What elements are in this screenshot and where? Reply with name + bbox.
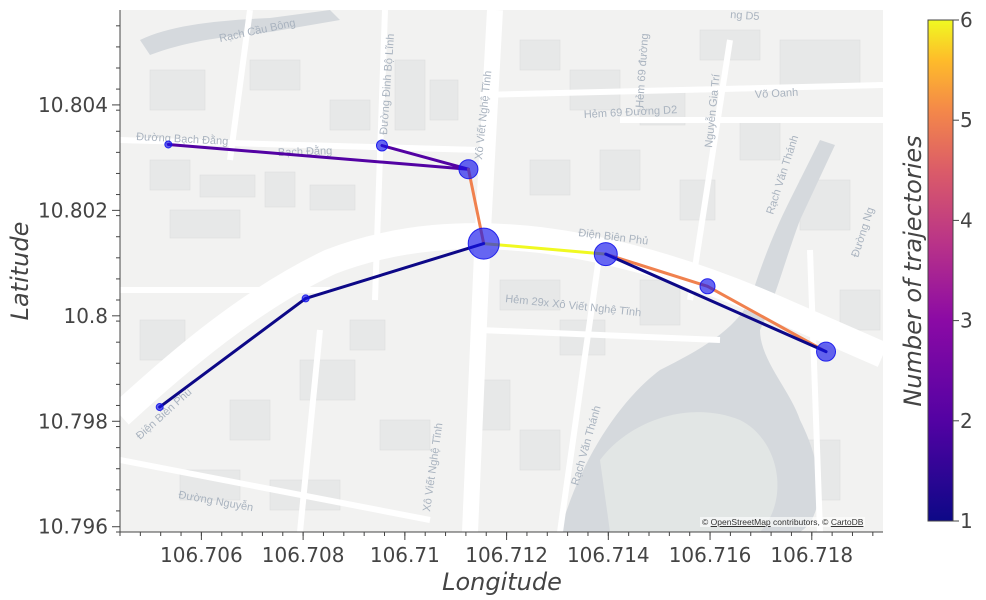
colorbar: [927, 19, 954, 522]
colorbar-tick-label: 5: [960, 108, 973, 132]
trajectory-node[interactable]: [155, 403, 164, 412]
y-tick-label: 10.796: [38, 515, 108, 539]
trajectory-edge: [604, 252, 828, 354]
colorbar-tick-label: 1: [960, 509, 973, 533]
trajectory-node[interactable]: [458, 159, 479, 180]
y-axis-ticks: 10.796 10.798 10.8 10.802 10.804: [38, 25, 120, 539]
x-tick-label: 106.718: [770, 543, 853, 567]
colorbar-ticks: 1 2 3 4 5 6: [953, 8, 973, 533]
attribution-contrib: contributors, ©: [773, 517, 829, 527]
x-tick-label: 106.716: [669, 543, 752, 567]
minor-roads: [120, 10, 883, 532]
trajectory-edge: [166, 142, 470, 171]
attribution-copy: ©: [702, 517, 709, 527]
y-tick-label: 10.802: [38, 198, 108, 222]
trajectory-edge: [380, 144, 470, 171]
x-tick-label: 106.708: [262, 543, 345, 567]
x-tick-label: 106.712: [465, 543, 548, 567]
street-label: ng D5: [730, 9, 760, 23]
trajectory-node[interactable]: [301, 294, 310, 303]
trajectory-edge: [706, 284, 828, 354]
trajectory-edges: [158, 142, 828, 409]
trajectory-edge: [158, 296, 308, 409]
y-tick-label: 10.798: [38, 409, 108, 433]
colorbar-tick-label: 6: [960, 8, 973, 32]
y-tick-label: 10.8: [63, 304, 108, 328]
trajectory-edge: [604, 252, 710, 288]
colorbar-tick-label: 3: [960, 309, 973, 333]
colorbar-tick-label: 2: [960, 409, 973, 433]
y-tick-label: 10.804: [38, 93, 108, 117]
colorbar-title: Number of trajectories: [899, 135, 927, 406]
x-tick-label: 106.71: [370, 543, 440, 567]
attribution-carto-link[interactable]: CartoDB: [830, 517, 864, 527]
trajectory-node[interactable]: [467, 227, 500, 260]
x-tick-label: 106.706: [160, 543, 243, 567]
street-label: Đường Bạch Đằng: [136, 130, 229, 148]
street-label: Võ Oanh: [755, 87, 799, 101]
x-tick-label: 106.714: [567, 543, 650, 567]
y-axis-title: Latitude: [6, 222, 34, 321]
street-label: Hẻm 69 đường: [634, 33, 651, 108]
trajectory-edge: [482, 242, 608, 256]
x-axis-ticks: 106.706 106.708 106.71 106.712 106.714 106.71…: [119, 532, 874, 567]
basemap: Rạch Cầu Bông Đường Đinh Bộ Lĩnh Xô Viết…: [120, 9, 883, 532]
trajectory-node[interactable]: [593, 242, 618, 267]
trajectory-node[interactable]: [375, 139, 388, 152]
main-road-dien-bien-phu: [120, 223, 883, 425]
trajectory-node[interactable]: [164, 140, 173, 149]
trajectory-nodes: [155, 139, 837, 412]
park-area: [600, 412, 778, 532]
trajectory-node[interactable]: [816, 341, 837, 362]
street-label: Hẻm 69 Đường D2: [584, 104, 678, 121]
trajectory-node[interactable]: [699, 278, 716, 295]
colorbar-tick-label: 4: [960, 208, 973, 232]
trajectory-edge: [304, 242, 486, 300]
canal-water: [140, 10, 340, 55]
map-attribution: © OpenStreetMap contributors, © CartoDB: [700, 517, 866, 527]
x-axis-title: Longitude: [442, 568, 562, 596]
attribution-osm-link[interactable]: OpenStreetMap: [710, 517, 771, 527]
